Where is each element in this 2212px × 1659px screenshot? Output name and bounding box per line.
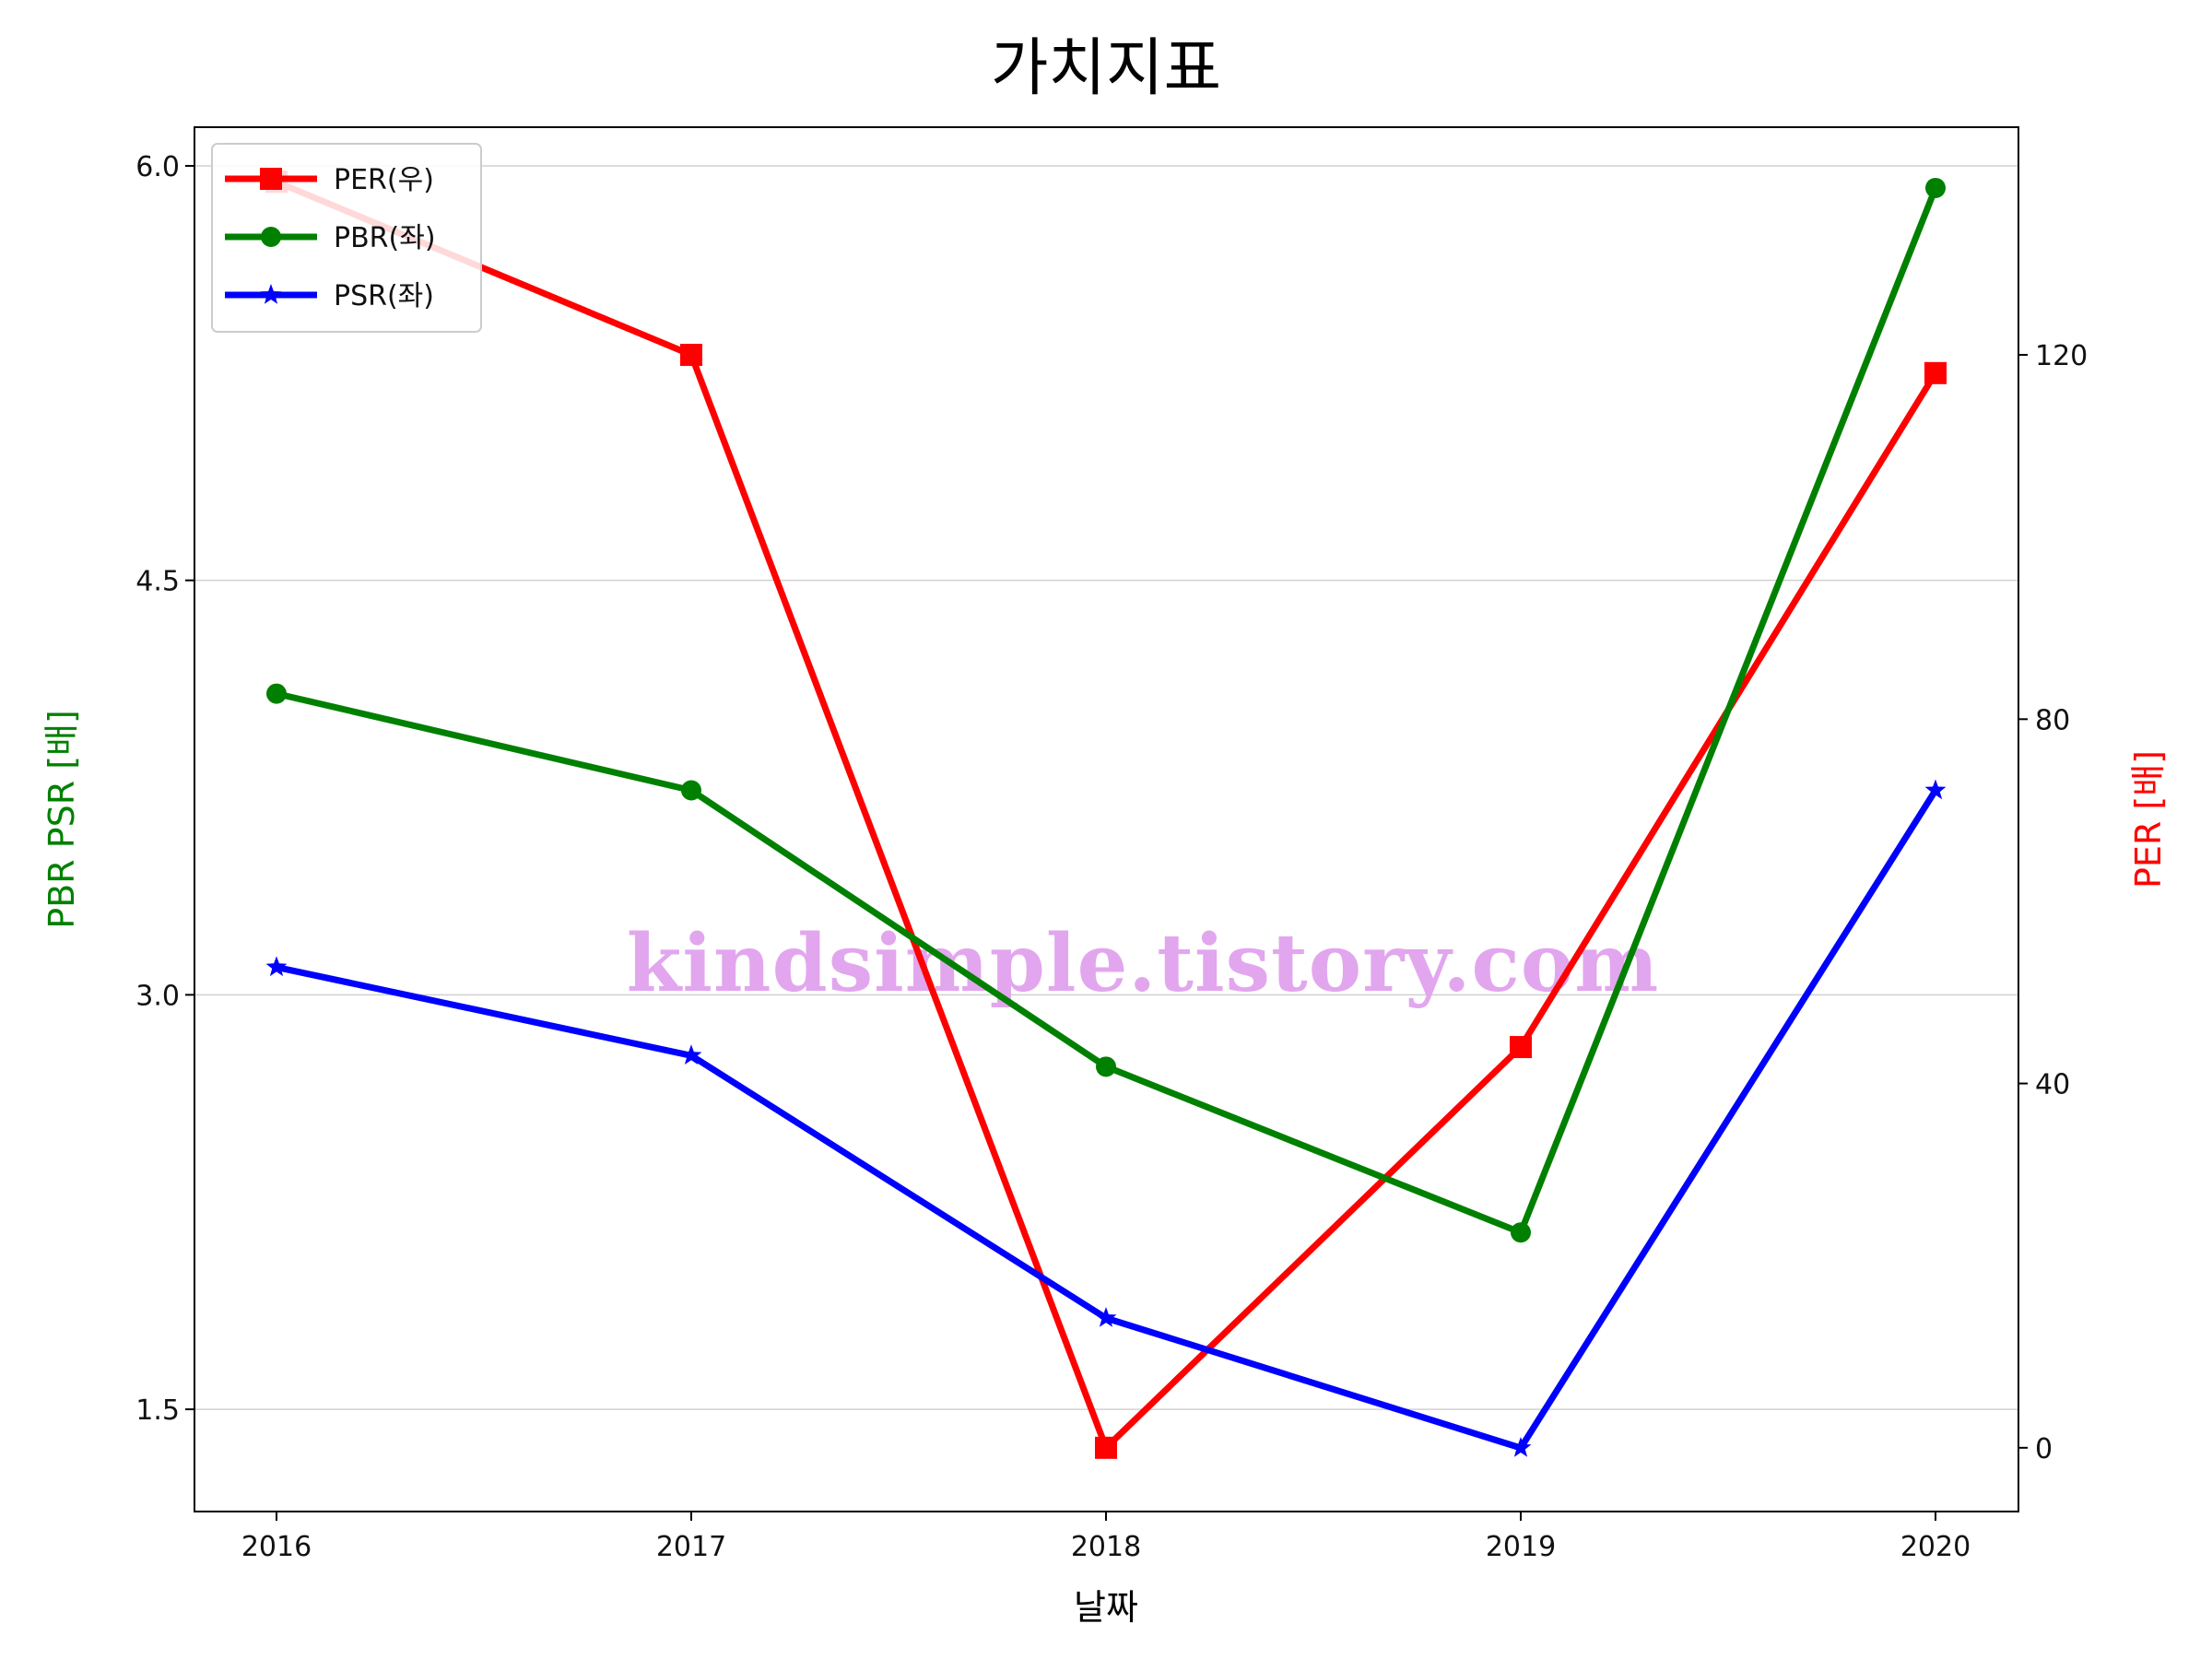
legend-entry-pbr: PBR(좌) (225, 222, 436, 254)
left-y-tick-label: 3.0 (135, 980, 180, 1012)
psr-point (680, 1044, 702, 1065)
watermark-layer: kindsimple.tistory.com (627, 917, 1659, 1010)
legend: PER(우) PBR(좌) PSR(좌) (211, 143, 482, 333)
pbr-point (681, 780, 701, 801)
watermark-text: kindsimple.tistory.com (627, 917, 1659, 1010)
right-y-tick-label: 120 (2035, 340, 2088, 372)
legend-marker (261, 227, 281, 247)
right-y-tick-label: 40 (2035, 1069, 2070, 1101)
psr-point (265, 956, 288, 977)
per-point (1924, 361, 1947, 384)
psr-series (265, 779, 1947, 1457)
right-y-tick-label: 80 (2035, 704, 2070, 736)
legend-label: PSR(좌) (334, 280, 434, 312)
axes: 1.5 3.0 4.5 6.0 0 40 80 120 2016 2017 2018 2019 2020 (135, 151, 2088, 1563)
series-layer (265, 171, 1947, 1459)
x-tick-label: 2018 (1071, 1531, 1141, 1563)
per-point (680, 344, 702, 367)
grid-lines (194, 165, 2018, 1410)
per-series (265, 171, 1947, 1459)
pbr-point (1925, 177, 1946, 198)
pbr-point (1511, 1222, 1531, 1243)
x-tick-label: 2019 (1486, 1531, 1556, 1563)
psr-point (1510, 1437, 1532, 1457)
x-axis-label: 날짜 (1074, 1587, 1138, 1628)
pbr-point (1096, 1056, 1116, 1077)
right-y-tick-label: 0 (2035, 1433, 2053, 1465)
legend-label: PBR(좌) (334, 222, 436, 254)
legend-marker (260, 168, 282, 190)
legend-entry-psr: PSR(좌) (225, 280, 434, 312)
legend-entry-per: PER(우) (225, 164, 434, 196)
per-point (1510, 1036, 1532, 1059)
left-y-axis-label: PBR PSR [배] (41, 710, 82, 929)
psr-point (1924, 779, 1947, 800)
x-tick-label: 2017 (656, 1531, 726, 1563)
right-y-axis-label: PER [배] (2128, 750, 2169, 888)
legend-marker (260, 284, 282, 304)
psr-point (1095, 1307, 1117, 1327)
x-tick-label: 2016 (241, 1531, 312, 1563)
left-y-tick-label: 1.5 (135, 1394, 180, 1427)
per-point (1095, 1436, 1117, 1459)
pbr-point (266, 683, 287, 704)
left-y-tick-label: 6.0 (135, 151, 180, 183)
x-tick-label: 2020 (1900, 1531, 1971, 1563)
pbr-series (266, 177, 1946, 1243)
left-y-tick-label: 4.5 (135, 566, 180, 598)
legend-label: PER(우) (334, 164, 434, 196)
legend-box (211, 143, 482, 333)
chart-title: 가치지표 (991, 32, 1221, 105)
